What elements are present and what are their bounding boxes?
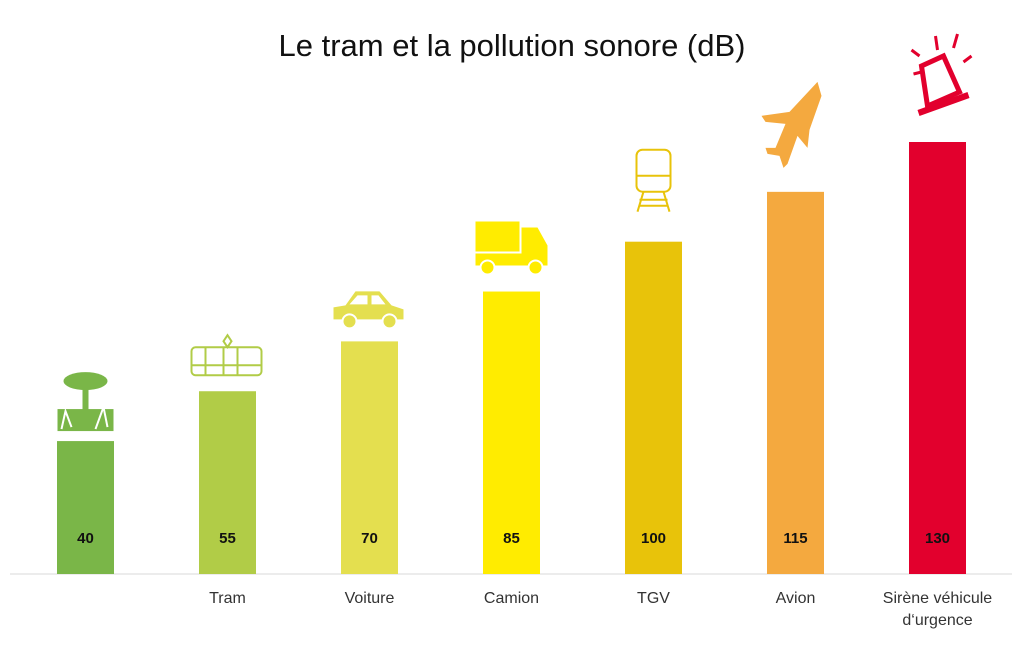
bar-6 [909,142,966,574]
bar-0 [57,441,114,574]
category-label-5: Avion [775,590,816,607]
data-label-0: 40 [77,530,94,547]
data-label-5: 115 [783,530,807,547]
data-label-6: 130 [925,530,950,547]
category-label-1: Tram [209,590,246,607]
data-label-1: 55 [219,530,236,547]
data-label-2: 70 [361,530,378,547]
category-label-2: Voiture [344,590,395,607]
data-label-4: 100 [641,530,666,547]
bar-4 [625,241,682,574]
plane-icon [761,81,822,168]
truck-icon [475,221,548,276]
bar-3 [483,291,540,574]
category-label-3: Camion [483,590,540,607]
siren-icon [910,33,973,116]
tram-icon [190,333,263,377]
car-icon [333,291,404,330]
bar-5 [767,191,824,574]
nature-icon [57,372,114,432]
chart-title: Le tram et la pollution sonore (dB) [278,28,746,63]
train-icon [635,148,672,212]
bar-2 [341,341,398,574]
data-label-3: 85 [503,530,520,547]
category-label-4: TGV [637,590,670,607]
bar-1 [199,391,256,574]
category-label-6: Sirène véhicule d‘urgence [882,590,993,629]
